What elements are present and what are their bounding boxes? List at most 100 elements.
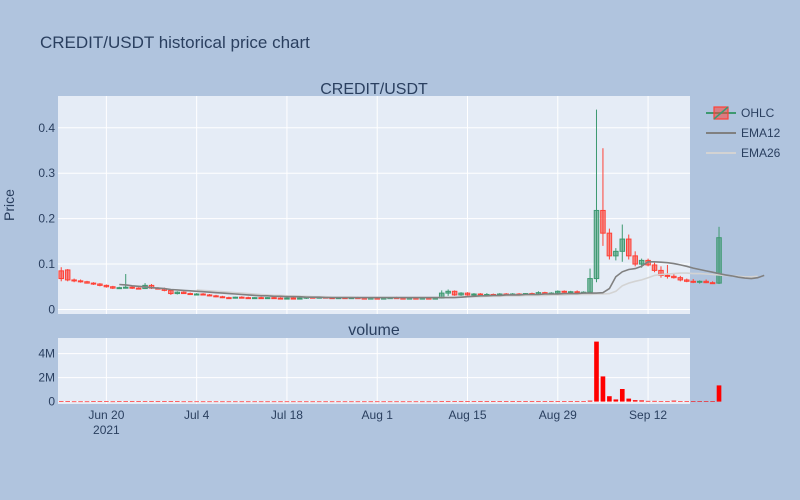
- volume-bar: [291, 401, 296, 403]
- candlestick: [664, 264, 671, 279]
- volume-bar: [58, 401, 64, 402]
- candle-body: [600, 209, 606, 234]
- volume-bar: [245, 401, 251, 403]
- candlestick: [180, 291, 187, 295]
- volume-bar: [594, 341, 599, 402]
- volume-bar: [671, 400, 677, 402]
- volume-panel-title: volume: [348, 322, 400, 339]
- candlestick: [135, 287, 142, 290]
- volume-bar: [710, 401, 715, 402]
- candle-body: [200, 293, 206, 296]
- volume-bar: [400, 401, 406, 403]
- legend: OHLC EMA12 EMA26: [706, 106, 781, 160]
- candle-body: [284, 297, 290, 300]
- candle-body: [709, 282, 716, 285]
- x-tick-label: Aug 29: [539, 408, 577, 422]
- volume-bar: [587, 400, 593, 402]
- x-tick-label-line: Aug 29: [539, 408, 577, 422]
- candle-body: [555, 290, 561, 294]
- candlestick: [625, 234, 632, 260]
- candle-body: [567, 291, 574, 294]
- candlestick: [696, 280, 703, 284]
- price-y-tick-label: 0.4: [38, 121, 55, 135]
- legend-item-ema12: EMA12: [706, 126, 781, 140]
- candlestick: [651, 262, 658, 273]
- candlestick: [632, 251, 638, 267]
- volume-bar: [258, 401, 264, 403]
- x-tick-label: Jul 4: [184, 408, 210, 422]
- volume-bar: [194, 401, 199, 403]
- x-tick-label-line: 2021: [93, 423, 120, 437]
- candle-body: [445, 290, 451, 294]
- candle-body: [664, 274, 671, 277]
- price-y-tick-label: 0.2: [38, 212, 55, 226]
- volume-bar: [142, 401, 148, 402]
- volume-bar: [368, 401, 374, 403]
- candlestick: [658, 266, 664, 278]
- volume-bar: [626, 398, 632, 402]
- volume-bar: [658, 401, 664, 402]
- candle-body: [226, 297, 232, 300]
- price-y-tick-label: 0.1: [38, 257, 55, 271]
- candle-body: [232, 296, 239, 299]
- volume-bar: [394, 401, 399, 403]
- candlestick: [232, 296, 239, 299]
- x-tick-label-line: Sep 12: [629, 408, 667, 422]
- candle-body: [297, 297, 303, 300]
- candle-body: [103, 284, 110, 288]
- candle-body: [58, 270, 64, 280]
- volume-bar: [619, 389, 625, 402]
- x-tick-label: Aug 15: [448, 408, 486, 422]
- volume-bar: [65, 401, 70, 402]
- volume-bar: [439, 401, 445, 402]
- x-tick-label: Jul 18: [271, 408, 303, 422]
- candlestick: [593, 109, 600, 283]
- volume-bar: [542, 401, 548, 402]
- candle-body: [703, 280, 709, 284]
- candle-body: [271, 297, 277, 300]
- page-title: CREDIT/USDT historical price chart: [40, 33, 310, 52]
- x-tick-label-line: Jul 4: [184, 408, 210, 422]
- candlestick: [677, 275, 684, 282]
- volume-bar: [665, 401, 670, 402]
- candlestick: [219, 295, 226, 299]
- candle-body: [84, 281, 90, 284]
- volume-bar: [168, 401, 174, 402]
- volume-bar: [213, 401, 219, 403]
- price-y-tick-label: 0: [48, 302, 55, 316]
- volume-bar: [484, 401, 490, 402]
- candle-body: [638, 259, 645, 265]
- candlestick: [71, 278, 77, 283]
- candlestick: [110, 285, 116, 290]
- volume-bar: [323, 401, 328, 403]
- candlestick: [174, 291, 181, 295]
- volume-bar: [97, 401, 103, 402]
- volume-bar: [613, 399, 619, 402]
- candlestick: [239, 296, 245, 299]
- x-tick-label: Aug 1: [362, 408, 394, 422]
- volume-bar: [200, 401, 206, 403]
- volume-bar: [136, 401, 141, 402]
- volume-bar: [407, 401, 412, 403]
- volume-bar: [78, 401, 83, 403]
- volume-bar: [471, 401, 477, 402]
- volume-bar: [458, 401, 464, 402]
- candlestick: [122, 274, 129, 289]
- candle-body: [690, 280, 696, 283]
- candle-body: [135, 287, 142, 290]
- legend-ohlc-diagonal: [713, 106, 729, 120]
- candlestick: [226, 296, 232, 300]
- volume-bar: [652, 400, 657, 402]
- price-y-tick-label: 0.3: [38, 166, 55, 180]
- candle-body: [593, 209, 600, 280]
- candlestick: [703, 279, 709, 284]
- volume-bar: [271, 401, 277, 403]
- legend-label-ema12: EMA12: [741, 126, 781, 140]
- volume-bar: [568, 401, 574, 402]
- volume-bar: [71, 401, 77, 403]
- candle-body: [122, 286, 129, 289]
- volume-bar: [349, 401, 354, 403]
- volume-bar: [690, 401, 696, 402]
- volume-bar: [220, 401, 225, 403]
